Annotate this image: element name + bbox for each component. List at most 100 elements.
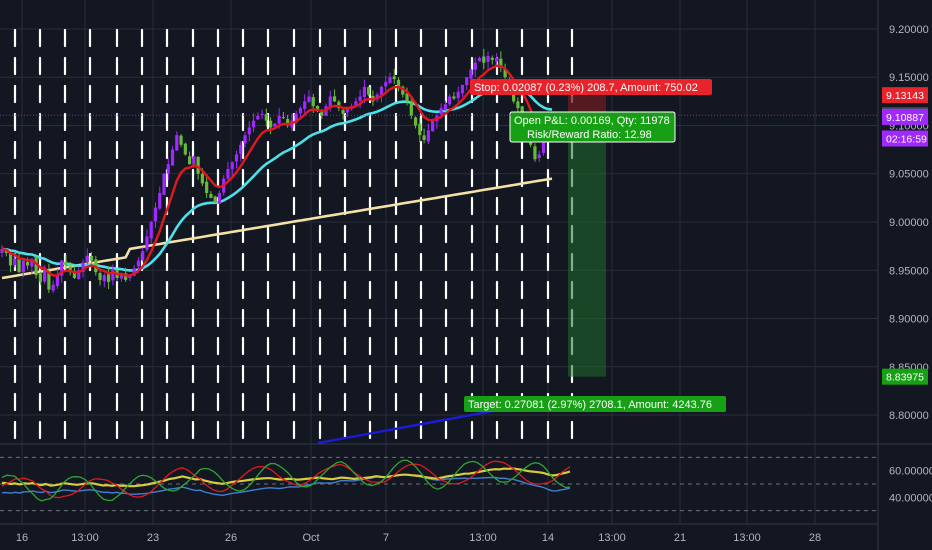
- candle-body: [179, 135, 183, 145]
- candle-body: [132, 268, 136, 276]
- candle-body: [209, 193, 213, 198]
- candle-body: [516, 101, 520, 109]
- candle-body: [170, 149, 175, 166]
- price-tick-label: 8.80000: [889, 410, 929, 422]
- candle-body: [315, 105, 320, 111]
- target-label-box: [464, 396, 726, 412]
- oscillator-tick-label: 40.00000: [889, 492, 932, 504]
- candle-body: [243, 135, 247, 144]
- candle-body: [25, 261, 30, 266]
- candle-body: [328, 96, 332, 108]
- candle-body: [294, 113, 298, 123]
- candle-body: [392, 76, 396, 80]
- candle-body: [303, 101, 307, 109]
- candle-body: [426, 130, 430, 142]
- short-position-tool[interactable]: [568, 95, 606, 377]
- candle-body: [477, 57, 482, 62]
- candle-body: [175, 135, 179, 151]
- candle-body: [273, 123, 277, 127]
- time-tick-label: 28: [809, 532, 821, 544]
- candle-body: [162, 173, 166, 195]
- candle-body: [405, 93, 409, 102]
- candle-body: [384, 82, 388, 87]
- candle-body: [251, 120, 256, 128]
- candle-body: [47, 271, 51, 290]
- candle-body: [234, 154, 239, 162]
- time-tick-label: 13:00: [469, 532, 497, 544]
- candle-body: [158, 193, 162, 209]
- candle-body: [358, 96, 362, 101]
- candle-body: [286, 118, 290, 126]
- time-tick-label: 13:00: [71, 532, 99, 544]
- price-tick-label: 8.95000: [889, 265, 929, 277]
- target-label: Target: 0.27081 (2.97%) 2708.1, Amount: …: [468, 399, 712, 411]
- price-tag-label: 9.13143: [886, 90, 924, 102]
- candle-body: [183, 143, 187, 155]
- candle-body: [0, 249, 4, 253]
- price-tag-label: 8.83975: [886, 372, 924, 384]
- position-labels: Stop: 0.02087 (0.23%) 208.7, Amount: 750…: [464, 79, 726, 412]
- ema-mid-path: [1, 82, 553, 272]
- candle-body: [499, 58, 503, 68]
- candle-body: [4, 250, 8, 253]
- candle-body: [456, 91, 460, 99]
- candle-body: [64, 261, 68, 266]
- candle-body: [196, 156, 200, 174]
- candle-body: [439, 108, 443, 115]
- candle-body: [537, 154, 541, 159]
- target-zone: [568, 115, 606, 377]
- candle-body: [422, 135, 426, 140]
- stop-label-box: [470, 79, 712, 95]
- candle-body: [413, 117, 418, 126]
- candle-body: [332, 96, 337, 102]
- candle-body: [469, 69, 473, 79]
- candle-body: [226, 168, 230, 179]
- candle-body: [30, 258, 34, 267]
- time-tick-label: 23: [147, 532, 159, 544]
- candle-body: [418, 123, 422, 136]
- candle-body: [38, 273, 42, 282]
- candle-body: [153, 207, 158, 222]
- price-axis[interactable]: 9.200009.150009.100009.050009.000008.950…: [889, 24, 929, 422]
- candle-body: [396, 79, 401, 87]
- candle-body: [124, 273, 128, 280]
- candle-body: [482, 56, 486, 63]
- candle-body: [68, 266, 72, 273]
- time-axis[interactable]: 16 13:00 23 26 Oct 7 13:00 14 13:00 21 13:00 28: [16, 532, 821, 544]
- candle-body: [8, 252, 13, 266]
- time-tick-label: Oct: [302, 532, 319, 544]
- candle-body: [21, 260, 25, 273]
- oscillator-pane: [0, 456, 878, 512]
- candle-body: [409, 101, 413, 116]
- price-tick-label: 9.20000: [889, 24, 929, 36]
- time-tick-label: 21: [674, 532, 686, 544]
- candle-body: [388, 77, 392, 83]
- price-tag-label: 9.10887: [886, 112, 924, 124]
- candle-body: [260, 113, 264, 115]
- candle-body: [473, 62, 477, 70]
- open-label: Open P&L: 0.00169, Qty: 11978: [514, 115, 670, 127]
- candle-body: [503, 68, 507, 78]
- candle-body: [311, 97, 315, 107]
- candle-body: [277, 115, 281, 124]
- time-tick-label: 14: [542, 532, 554, 544]
- candle-body: [85, 255, 89, 262]
- candle-body: [307, 96, 311, 102]
- price-tick-label: 8.90000: [889, 314, 929, 326]
- oscillator-tick-label: 60.00000: [889, 466, 932, 478]
- candle-body: [341, 109, 345, 114]
- candle-body: [465, 77, 469, 86]
- candle-body: [460, 84, 465, 94]
- ema-mid-line: [1, 82, 553, 272]
- stop-label: Stop: 0.02087 (0.23%) 208.7, Amount: 750…: [474, 82, 698, 94]
- rr-label: Risk/Reward Ratio: 12.98: [527, 129, 652, 141]
- candle-body: [367, 87, 371, 95]
- candle-body: [320, 111, 324, 116]
- candle-body: [401, 86, 405, 95]
- ema-slow-path: [1, 177, 553, 280]
- candle-body: [490, 57, 494, 60]
- oscillator-axis: 60.00000 40.00000: [889, 466, 932, 505]
- candle-body: [128, 276, 132, 279]
